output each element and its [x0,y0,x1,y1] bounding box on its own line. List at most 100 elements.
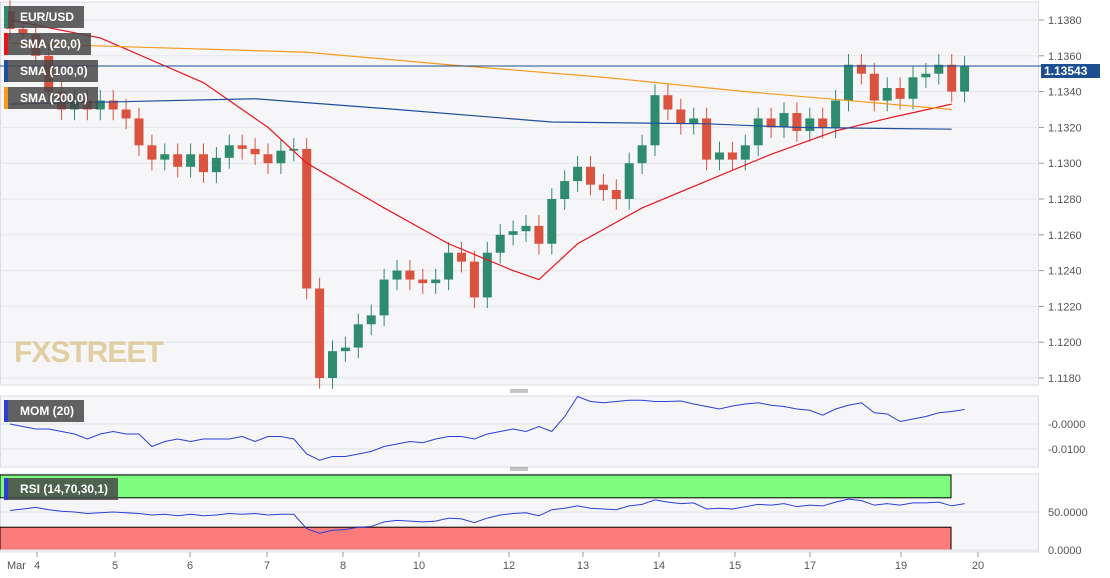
candle-body [186,154,196,167]
candle-body [495,234,505,253]
x-tick-label: Mar [7,560,26,572]
candle-body [676,109,686,124]
candle-body [663,95,673,110]
price-tick-label: 1.1340 [1048,87,1082,99]
candle-body [573,166,583,182]
candle-body [934,64,944,74]
candle-body [379,279,389,316]
candle-body [702,118,712,160]
candle-body [147,145,157,160]
x-tick-label: 6 [187,560,193,572]
candle-body [392,270,402,280]
candle-body [831,100,841,128]
candle-body [598,184,608,191]
candle-body [431,279,441,284]
candle-body [547,199,557,244]
candle-body [650,95,660,146]
rsi-tick-label: 0.0000 [1048,545,1082,557]
candle-body [95,100,105,110]
x-tick-label: 12 [503,560,515,572]
x-tick-label: 14 [653,560,665,572]
candle-body [689,118,699,124]
candle-body [328,351,337,378]
candle-body [624,163,634,199]
candle-body [560,181,570,199]
price-tick-label: 1.1260 [1048,230,1082,242]
price-tick-label: 1.1320 [1048,122,1082,134]
price-tick-label: 1.1180 [1048,373,1081,385]
x-tick-label: 8 [340,560,346,572]
sma-line [9,98,952,130]
legend-rsi[interactable]: RSI (14,70,30,1) [4,478,119,500]
current-price-tag: 1.13543 [1041,64,1100,78]
candle-body [586,166,595,185]
candle-body [792,113,802,131]
candle-body [960,66,970,92]
candle-body [715,152,724,160]
legend-sma100[interactable]: SMA (100,0) [4,60,98,82]
candle-body [457,252,466,262]
candle-body [160,154,170,160]
legend-eurusd[interactable]: EUR/USD [4,6,85,28]
candle-body [818,118,828,128]
price-tick-label: 1.1360 [1048,51,1082,63]
candle-body [211,157,221,173]
price-tick-label: 1.1200 [1048,337,1082,349]
price-tick-label: 1.1300 [1048,158,1082,170]
candle-body [121,109,131,119]
panel-bg-1 [0,395,1039,468]
x-tick-label: 7 [264,560,270,572]
candle-body [482,252,492,298]
candle-body [947,64,957,92]
x-tick-label: 13 [577,560,589,572]
candle-body [882,88,892,101]
candle-body [469,261,479,298]
candle-body [856,64,866,74]
candle-body [779,113,789,128]
candle-body [276,150,286,164]
candle-body [508,231,518,235]
candle-body [366,315,376,325]
candle-body [611,190,621,199]
candle-body [869,73,879,101]
legend-sma20[interactable]: SMA (20,0) [4,33,91,55]
rsi-overbought-zone [0,474,952,499]
panel-bg-0 [0,1,1039,386]
price-tick-label: 1.1380 [1048,15,1082,27]
x-tick-label: 17 [804,560,816,572]
candle-body [805,118,815,131]
candle-body [199,154,208,173]
candle-body [844,64,853,101]
candle-body [534,225,544,244]
candle-body [315,288,325,378]
legend-sma200[interactable]: SMA (200,0) [4,87,98,109]
candle-body [224,145,234,158]
candle-body [353,324,363,348]
x-tick-label: 10 [413,560,425,572]
price-tick-label: 1.1240 [1048,266,1082,278]
candle-body [921,73,931,78]
fxstreet-watermark: FXSTREET [14,336,164,369]
candle-body [340,347,350,352]
candle-body [521,225,531,232]
candle-body [418,279,428,284]
mom-tick-label: -0.0100 [1048,444,1085,456]
candle-body [289,148,299,151]
candle-body [250,148,260,155]
x-tick-label: 20 [972,560,984,572]
candle-body [405,270,415,280]
candle-body [18,28,28,35]
price-tick-label: 1.1280 [1048,194,1082,206]
legend-mom[interactable]: MOM (20) [4,400,84,422]
mom-tick-label: -0.0000 [1048,419,1085,431]
candle-body [302,148,312,289]
x-tick-label: 15 [729,560,741,572]
candle-body [444,252,454,280]
sma-line [9,42,952,111]
candle-body [753,118,763,146]
rsi-tick-label: 50.0000 [1048,507,1088,519]
candle-body [727,152,737,160]
candle-body [173,154,183,167]
x-tick-label: 4 [34,560,40,572]
